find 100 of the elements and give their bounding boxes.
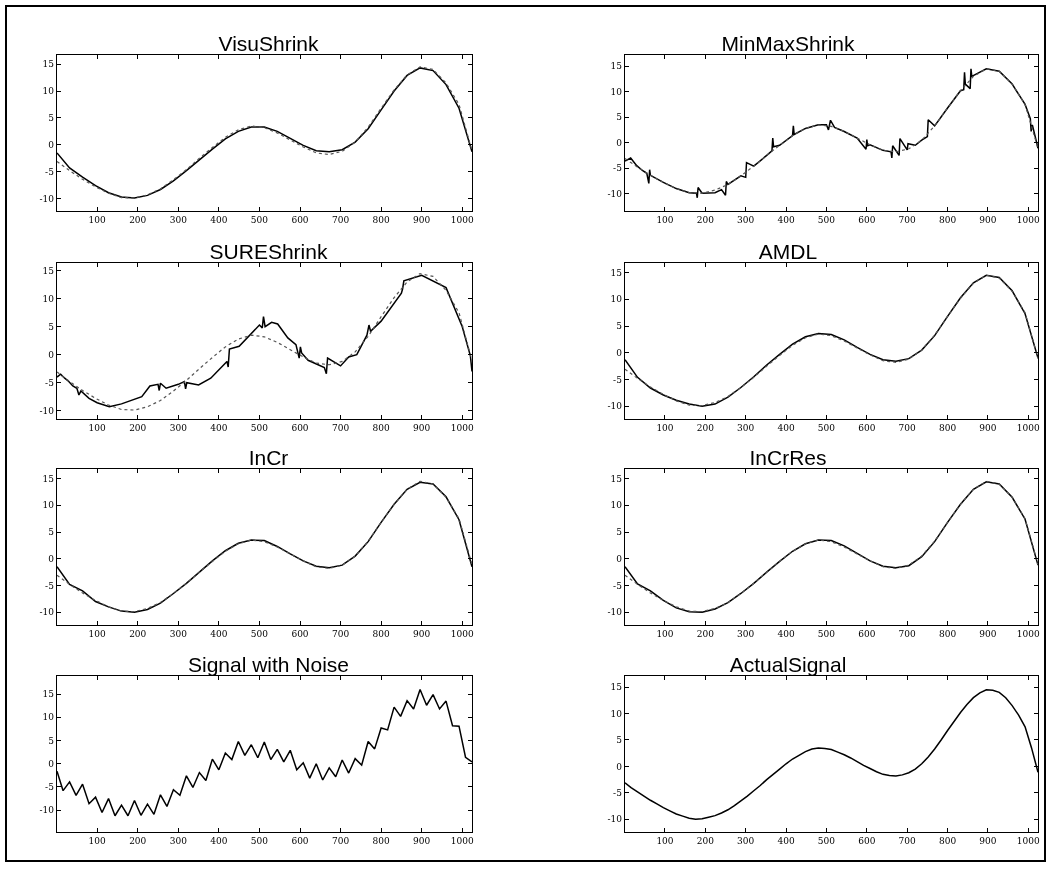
x-tick-label: 100 — [88, 215, 107, 226]
y-tick-label: 10 — [610, 294, 623, 305]
x-tick-label: 600 — [858, 423, 876, 434]
y-tick-label: -5 — [613, 580, 623, 591]
y-tick-label: 10 — [42, 500, 55, 511]
x-tick-label: 100 — [656, 629, 674, 640]
x-tick-label: 700 — [331, 836, 350, 847]
y-tick-label: 15 — [42, 689, 55, 700]
x-tick-label: 900 — [979, 215, 997, 226]
y-tick-label: 5 — [616, 112, 623, 123]
x-tick-label: 400 — [210, 423, 228, 434]
x-tick-label: 300 — [737, 215, 755, 226]
y-tick-label: 0 — [48, 758, 55, 769]
y-tick-label: -5 — [45, 782, 55, 793]
y-tick-label: 10 — [610, 86, 623, 97]
x-tick-label: 900 — [979, 423, 997, 434]
x-tick-label: 300 — [737, 629, 755, 640]
x-tick-label: 500 — [817, 215, 836, 226]
x-tick-label: 200 — [696, 836, 715, 847]
x-tick-label: 100 — [656, 836, 674, 847]
x-tick-label: 900 — [413, 423, 431, 434]
chart-title: SUREShrink — [209, 240, 328, 263]
x-tick-label: 900 — [979, 836, 997, 847]
x-tick-label: 900 — [413, 629, 431, 640]
x-tick-label: 800 — [372, 215, 390, 226]
y-tick-label: -10 — [39, 607, 55, 618]
x-tick-label: 1000 — [1016, 629, 1041, 640]
y-tick-label: 5 — [48, 527, 55, 538]
y-tick-label: 10 — [42, 293, 55, 304]
x-tick-label: 600 — [291, 423, 309, 434]
y-tick-label: 10 — [42, 86, 55, 97]
y-tick-label: 5 — [616, 321, 623, 332]
x-tick-label: 400 — [777, 629, 795, 640]
x-tick-label: 1000 — [450, 215, 474, 226]
y-tick-label: 15 — [610, 473, 623, 484]
chart-title: InCr — [248, 446, 289, 469]
x-tick-label: 400 — [777, 836, 795, 847]
x-tick-label: 500 — [817, 836, 836, 847]
y-tick-label: 5 — [616, 527, 623, 538]
chart-title: MinMaxShrink — [721, 32, 856, 55]
x-tick-label: 900 — [413, 215, 431, 226]
chart-title: AMDL — [758, 240, 818, 263]
y-tick-label: 10 — [610, 500, 623, 511]
x-tick-label: 800 — [938, 836, 957, 847]
x-tick-label: 500 — [250, 836, 269, 847]
x-tick-label: 500 — [817, 629, 836, 640]
x-tick-label: 800 — [372, 836, 390, 847]
y-tick-label: -10 — [607, 814, 623, 825]
x-tick-label: 700 — [898, 836, 917, 847]
x-tick-label: 800 — [938, 629, 957, 640]
x-tick-label: 1000 — [1016, 215, 1041, 226]
x-tick-label: 600 — [291, 836, 309, 847]
y-tick-label: 10 — [610, 708, 623, 719]
y-tick-label: 0 — [616, 137, 623, 148]
y-tick-label: -10 — [607, 188, 623, 199]
y-tick-label: 15 — [42, 265, 55, 276]
x-tick-label: 900 — [979, 629, 997, 640]
y-tick-label: -5 — [45, 377, 55, 388]
x-tick-label: 800 — [938, 423, 957, 434]
x-tick-label: 300 — [737, 423, 755, 434]
y-tick-label: 5 — [616, 735, 623, 746]
x-tick-label: 400 — [777, 423, 795, 434]
y-tick-label: -5 — [613, 163, 623, 174]
y-tick-label: 0 — [48, 139, 55, 150]
y-tick-label: 15 — [610, 61, 623, 72]
x-tick-label: 400 — [210, 629, 228, 640]
y-tick-label: 0 — [616, 347, 623, 358]
x-tick-label: 200 — [129, 629, 147, 640]
y-tick-label: 0 — [616, 761, 623, 772]
y-tick-label: 10 — [42, 712, 55, 723]
chart-title: VisuShrink — [218, 32, 319, 55]
x-tick-label: 200 — [129, 423, 147, 434]
x-tick-label: 600 — [858, 629, 876, 640]
x-tick-label: 1000 — [450, 836, 474, 847]
y-tick-label: -10 — [39, 405, 55, 416]
x-tick-label: 100 — [88, 836, 107, 847]
x-tick-label: 300 — [169, 423, 188, 434]
y-tick-label: 15 — [610, 682, 623, 693]
x-tick-label: 1000 — [450, 629, 474, 640]
y-tick-label: -5 — [45, 580, 55, 591]
x-tick-label: 200 — [696, 215, 715, 226]
x-tick-label: 300 — [737, 836, 755, 847]
y-tick-label: 5 — [48, 735, 55, 746]
x-tick-label: 400 — [777, 215, 795, 226]
x-tick-label: 1000 — [1016, 423, 1041, 434]
x-tick-label: 800 — [938, 215, 957, 226]
x-tick-label: 500 — [250, 215, 269, 226]
x-tick-label: 600 — [858, 215, 876, 226]
x-tick-label: 600 — [858, 836, 876, 847]
y-tick-label: 0 — [48, 553, 55, 564]
x-tick-label: 100 — [656, 215, 674, 226]
x-tick-label: 200 — [129, 215, 147, 226]
y-tick-label: 15 — [42, 59, 55, 70]
y-tick-label: -10 — [39, 193, 55, 204]
x-tick-label: 100 — [88, 423, 107, 434]
y-tick-label: -10 — [39, 805, 55, 816]
y-tick-label: 0 — [48, 349, 55, 360]
x-tick-label: 700 — [898, 629, 917, 640]
x-tick-label: 700 — [331, 423, 350, 434]
y-tick-label: -5 — [613, 788, 623, 799]
